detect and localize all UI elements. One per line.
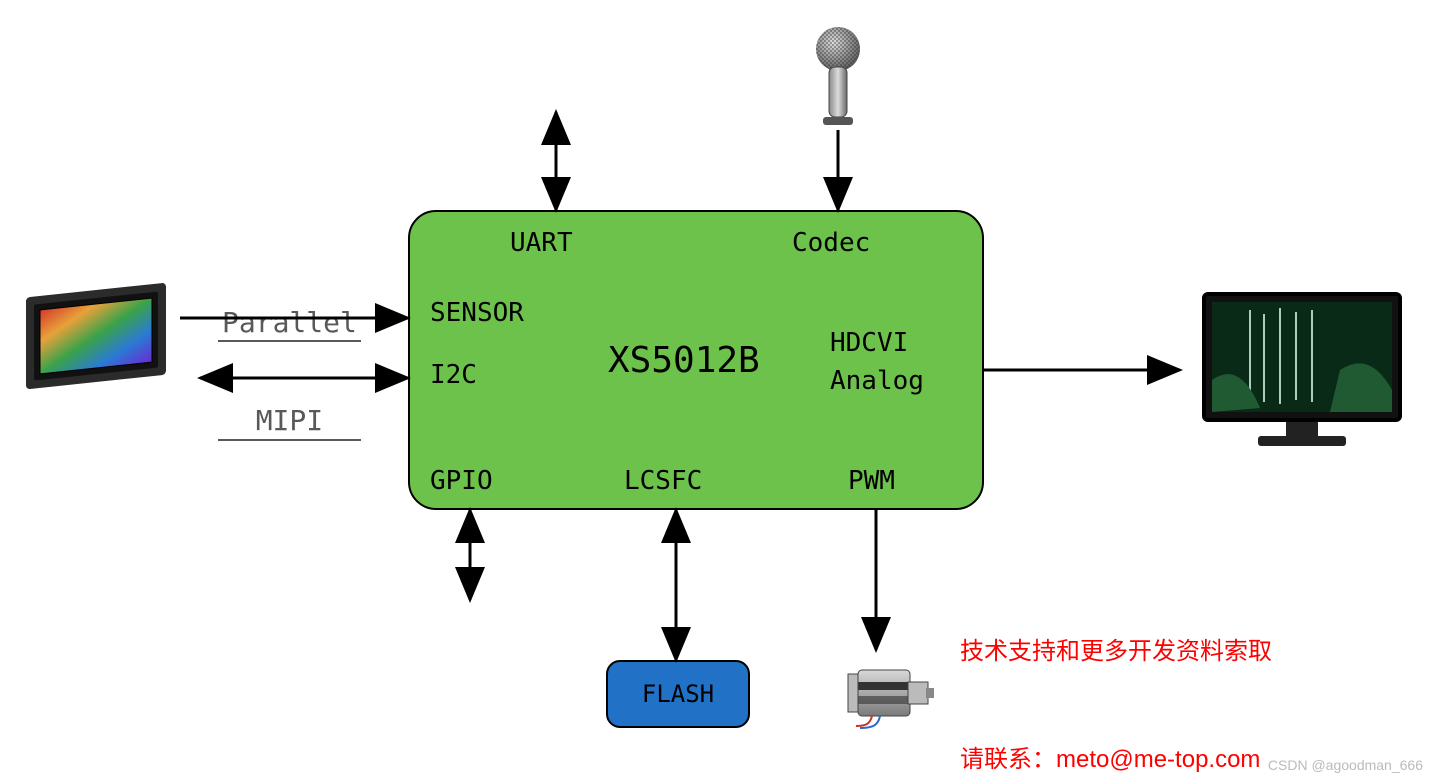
monitor-icon (1200, 290, 1405, 460)
camera-sensor-icon (20, 270, 180, 410)
motor-icon (840, 660, 935, 730)
microphone-icon (805, 25, 871, 130)
